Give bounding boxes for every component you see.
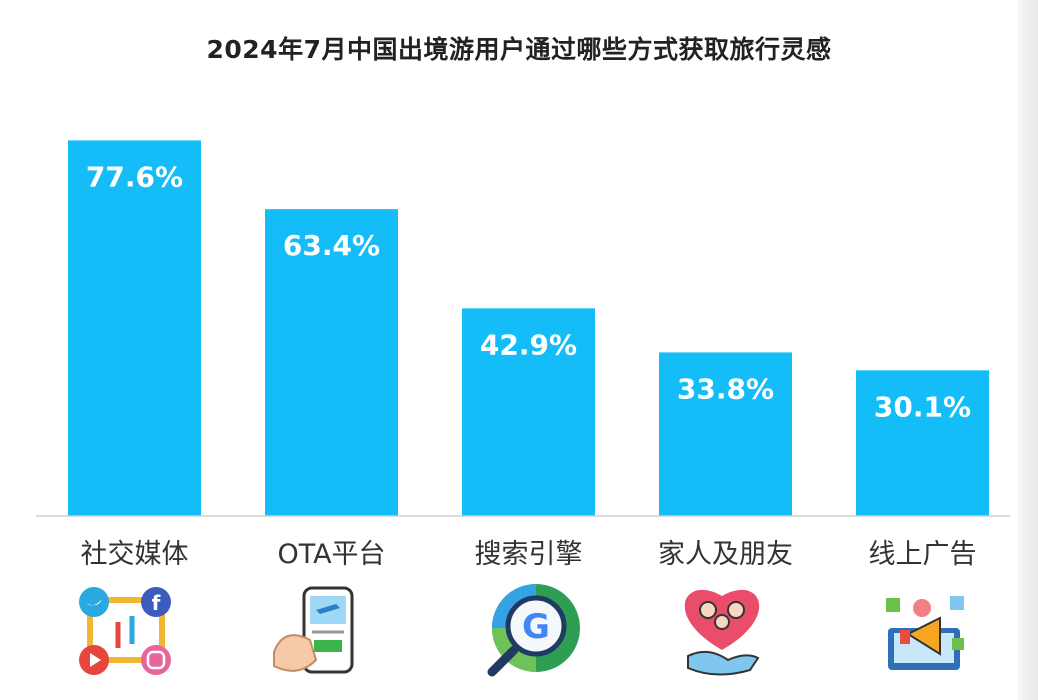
bar-5 <box>856 370 989 516</box>
ota-phone-booking-icon <box>273 586 354 674</box>
social-media-icons: f <box>79 587 171 675</box>
bar-3 <box>462 308 595 516</box>
category-label-1: 社交媒体 <box>81 539 189 570</box>
value-label-5: 30.1% <box>874 390 971 423</box>
chart-title: 2024年7月中国出境游用户通过哪些方式获取旅行灵感 <box>206 35 832 64</box>
page-edge-shadow <box>1018 0 1038 700</box>
bar-2 <box>265 209 398 517</box>
labels-layer: 社交媒体 OTA平台 搜索引擎 家人及朋友 线上广告 <box>81 539 977 570</box>
svg-text:f: f <box>152 591 161 615</box>
svg-text:G: G <box>522 607 550 647</box>
value-label-1: 77.6% <box>86 160 183 193</box>
search-engine-magnifier-icon: G <box>487 584 580 677</box>
family-friends-heart-icon <box>684 589 760 676</box>
value-label-4: 33.8% <box>677 372 774 405</box>
category-label-2: OTA平台 <box>277 539 385 570</box>
bar-1 <box>68 140 201 516</box>
value-label-3: 42.9% <box>480 328 577 361</box>
value-label-2: 63.4% <box>283 229 380 262</box>
category-label-4: 家人及朋友 <box>658 539 793 570</box>
online-ad-megaphone-icon <box>886 596 964 670</box>
icons-layer: f G <box>79 584 964 677</box>
bar-4 <box>659 352 792 516</box>
bars-layer: 77.6% 63.4% 42.9% 33.8% 30.1% <box>68 140 989 517</box>
category-label-5: 线上广告 <box>869 539 977 570</box>
category-label-3: 搜索引擎 <box>475 539 583 570</box>
